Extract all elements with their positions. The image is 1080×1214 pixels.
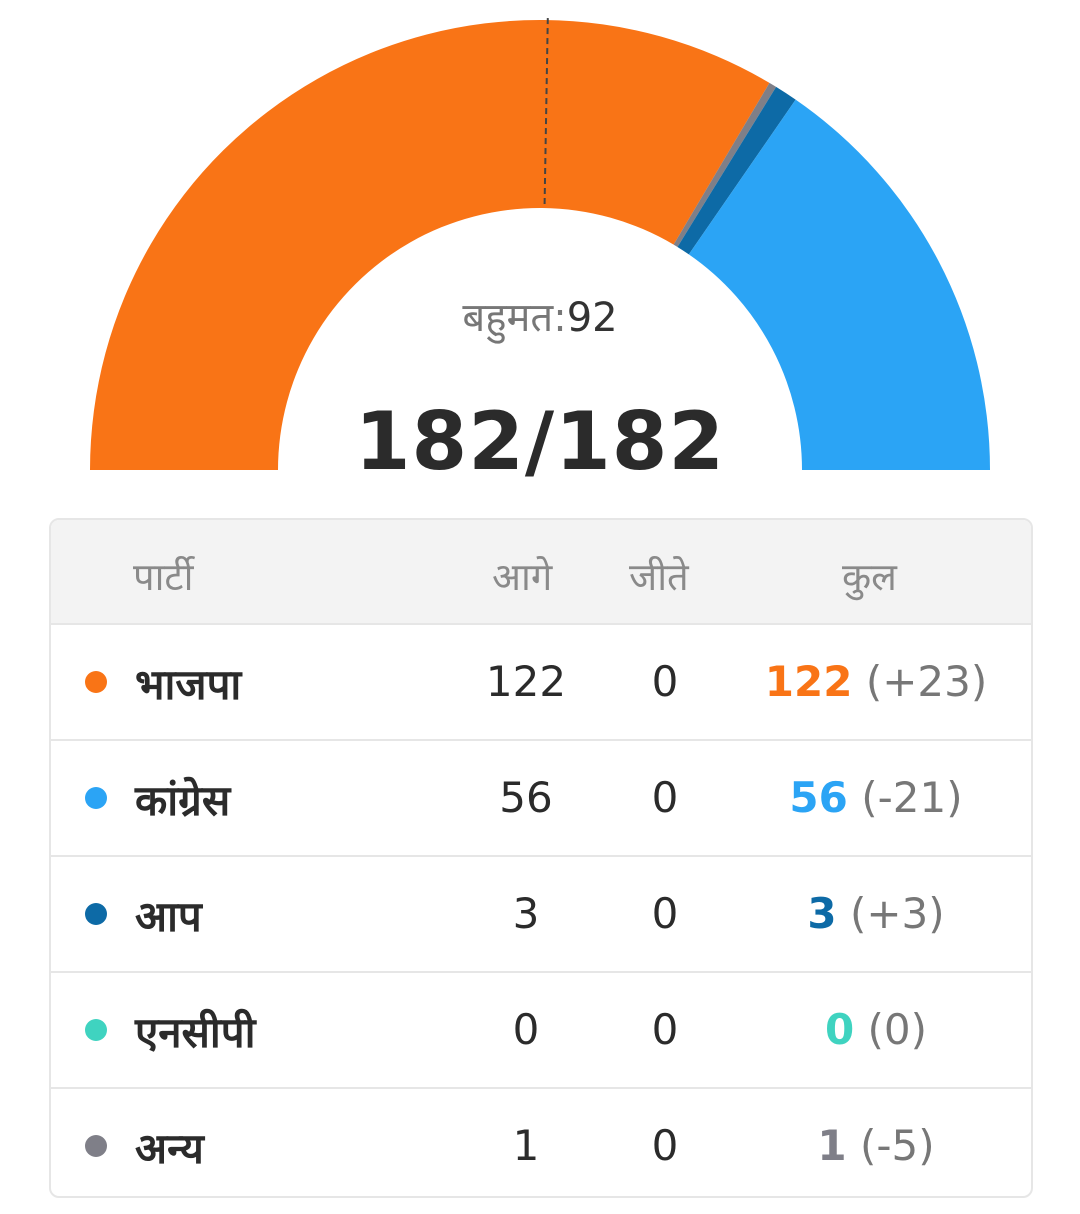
party-color-dot <box>85 671 107 693</box>
total-cell: 0 (0) <box>711 1005 1031 1054</box>
seat-change: (-21) <box>861 773 963 822</box>
seat-change: (+23) <box>865 657 988 706</box>
party-color-dot <box>85 787 107 809</box>
gauge-segment <box>677 86 796 255</box>
gauge-segment <box>673 82 777 247</box>
gauge-segment <box>90 19 770 470</box>
leading-count: 0 <box>512 1005 540 1054</box>
total-seats: 182/182 <box>354 395 726 488</box>
total-count: 3 <box>807 889 837 938</box>
header-won: जीते <box>629 555 689 599</box>
party-color-dot <box>85 1135 107 1157</box>
won-count: 0 <box>651 657 679 706</box>
gauge-segment <box>688 99 990 470</box>
leading-count: 1 <box>512 1121 540 1170</box>
header-party: पार्टी <box>133 555 194 599</box>
table-row: भाजपा 122 0 122 (+23) <box>51 623 1031 739</box>
total-cell: 1 (-5) <box>711 1121 1031 1170</box>
won-count: 0 <box>651 773 679 822</box>
won-count: 0 <box>651 1121 679 1170</box>
seat-change: (-5) <box>859 1121 935 1170</box>
party-color-dot <box>85 903 107 925</box>
majority-text: बहुमत: <box>462 295 567 341</box>
header-leading: आगे <box>492 555 553 599</box>
party-name: आप <box>135 892 202 941</box>
won-count: 0 <box>651 889 679 938</box>
table-row: एनसीपी 0 0 0 (0) <box>51 971 1031 1087</box>
total-count: 0 <box>824 1005 855 1054</box>
leading-count: 3 <box>512 889 540 938</box>
leading-count: 122 <box>485 657 567 706</box>
majority-label: बहुमत:92 <box>0 288 1080 343</box>
seat-gauge-chart <box>90 18 990 470</box>
seat-change: (0) <box>867 1005 928 1054</box>
leading-count: 56 <box>499 773 553 822</box>
total-count: 122 <box>764 657 853 706</box>
table-row: आप 3 0 3 (+3) <box>51 855 1031 971</box>
total-count: 1 <box>817 1121 847 1170</box>
majority-value: 92 <box>566 295 618 341</box>
table-row: अन्य 1 0 1 (-5) <box>51 1087 1031 1196</box>
total-count: 56 <box>789 773 848 822</box>
party-name: भाजपा <box>135 660 242 709</box>
seat-change: (+3) <box>849 889 945 938</box>
total-cell: 122 (+23) <box>711 657 1031 706</box>
majority-marker <box>543 18 549 209</box>
won-count: 0 <box>651 1005 679 1054</box>
total-cell: 56 (-21) <box>711 773 1031 822</box>
table-row: कांग्रेस 56 0 56 (-21) <box>51 739 1031 855</box>
party-name: कांग्रेस <box>135 776 231 825</box>
table-header: पार्टी आगे जीते कुल <box>51 520 1031 623</box>
total-cell: 3 (+3) <box>711 889 1031 938</box>
party-name: अन्य <box>135 1124 204 1173</box>
party-name: एनसीपी <box>135 1008 256 1057</box>
party-color-dot <box>85 1019 107 1041</box>
header-total: कुल <box>842 555 897 599</box>
results-table: पार्टी आगे जीते कुल भाजपा 122 0 122 (+23… <box>49 518 1033 1198</box>
